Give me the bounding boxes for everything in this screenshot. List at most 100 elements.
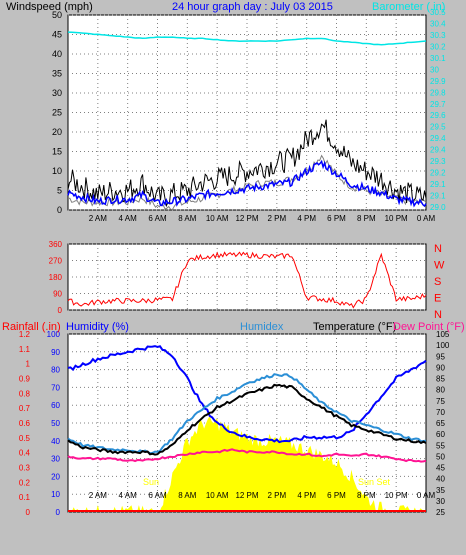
barometer-tick-label: 30.2 [430,42,446,51]
series-layer [67,31,427,512]
bottom-time-label: 12 PM [235,491,258,500]
solar-area [68,416,426,512]
rain-tick-label: 0 [26,508,31,517]
temperature-tick-label: 80 [436,386,445,395]
wind-tick-label: 40 [52,49,62,59]
temperature-line [67,383,427,456]
rain-tick-label: 1.2 [19,330,31,339]
compass-label: N [434,243,442,255]
temperature-tick-label: 45 [436,464,445,473]
humidity-tick-label: 100 [47,330,61,339]
direction-tick-label: 90 [53,290,62,299]
barometer-line [67,31,427,46]
humidity-line [67,345,427,444]
bottom-time-label: 4 PM [297,491,316,500]
compass-label: N [434,309,442,321]
rain-tick-label: 0.8 [19,389,31,398]
barometer-tick-label: 29.4 [430,146,446,155]
rain-tick-label: 0.7 [19,404,31,413]
bottom-time-label: 2 PM [267,491,286,500]
sunrise-label: Sun [143,477,159,487]
wind-tick-label: 0 [57,205,62,215]
wind-grid [68,14,426,211]
wind-tick-label: 35 [52,69,62,79]
bottom-time-label: 6 PM [327,491,346,500]
temperature-tick-label: 95 [436,352,445,361]
barometer-tick-label: 29.2 [430,169,446,178]
wind-time-label: 6 PM [327,214,346,223]
temperature-tick-label: 85 [436,375,445,384]
temperature-tick-label: 40 [436,475,445,484]
dewpoint-axis-label: Dew Point (°F) [393,321,465,333]
bottom-time-label: 0 AM [417,491,436,500]
wind-time-label: 2 PM [267,214,286,223]
barometer-tick-label: 30.1 [430,54,446,63]
temperature-tick-label: 50 [436,452,445,461]
dewpoint-line [67,448,427,463]
wind-time-label: 8 AM [178,214,197,223]
temperature-tick-label: 65 [436,419,445,428]
humidity-tick-label: 0 [56,508,61,517]
axis-layer: 2 AM 4 AM 6 AM 8 AM 10 AM 12 PM 2 PM 4 PM 6 PM 8 … [19,8,450,517]
rainfall-axis-label: Rainfall (.in) [2,321,61,333]
humidity-axis-label: Humidity (%) [66,321,129,333]
direction-line [67,251,427,309]
barometer-tick-label: 29.1 [430,192,446,201]
humidity-tick-label: 90 [51,348,60,357]
wind-tick-label: 15 [52,147,62,157]
temperature-tick-label: 70 [436,408,445,417]
wind-time-label: 12 PM [235,214,258,223]
humidity-tick-label: 20 [51,472,60,481]
barometer-tick-label: 29.1 [430,180,446,189]
rain-tick-label: 1.1 [19,345,31,354]
direction-tick-label: 0 [58,306,63,315]
rain-tick-label: 0.1 [19,493,31,502]
wind-time-label: 8 PM [357,214,376,223]
temperature-tick-label: 75 [436,397,445,406]
barometer-tick-label: 29.0 [430,203,446,212]
barometer-axis-label: Barometer (.in) [372,1,445,13]
humidity-tick-label: 10 [51,490,60,499]
wind-gust-line [67,119,427,208]
barometer-tick-label: 29.4 [430,134,446,143]
rain-tick-label: 0.9 [19,375,31,384]
wind-tick-label: 10 [52,166,62,176]
humidity-tick-label: 40 [51,437,60,446]
wind-time-label: 10 AM [206,214,229,223]
wind-axis-label: Windspeed (mph) [6,1,93,13]
wind-time-label: 10 PM [385,214,408,223]
barometer-tick-label: 29.6 [430,111,446,120]
humidity-tick-label: 30 [51,455,60,464]
temperature-tick-label: 100 [436,341,450,350]
rain-tick-label: 0.5 [19,434,31,443]
chart-title: 24 hour graph day : July 03 2015 [172,1,333,13]
wind-time-label: 6 AM [148,214,167,223]
temperature-tick-label: 55 [436,441,445,450]
wind-tick-label: 30 [52,88,62,98]
barometer-tick-label: 29.7 [430,100,446,109]
wind-time-label: 4 PM [297,214,316,223]
wind-tick-label: 45 [52,30,62,40]
direction-tick-label: 180 [49,273,63,282]
wind-time-label: 0 AM [417,214,436,223]
wind-tick-label: 25 [52,108,62,118]
barometer-tick-label: 30 [430,65,439,74]
humidity-tick-label: 50 [51,419,60,428]
barometer-tick-label: 29.9 [430,77,446,86]
direction-grid [68,243,426,311]
wind-tick-label: 20 [52,127,62,137]
bottom-time-label: 10 PM [385,491,408,500]
bottom-time-label: 10 AM [206,491,229,500]
barometer-tick-label: 29.8 [430,88,446,97]
bottom-time-label: 8 PM [357,491,376,500]
barometer-tick-label: 30.5 [430,8,446,17]
bottom-time-label: 4 AM [119,491,138,500]
rain-tick-label: 0.4 [19,449,31,458]
barometer-tick-label: 29.3 [430,157,446,166]
bottom-time-label: 2 AM [89,491,108,500]
wind-tick-label: 50 [52,10,62,20]
temperature-tick-label: 90 [436,363,445,372]
barometer-tick-label: 29.5 [430,123,446,132]
wind-average-line [67,159,427,208]
